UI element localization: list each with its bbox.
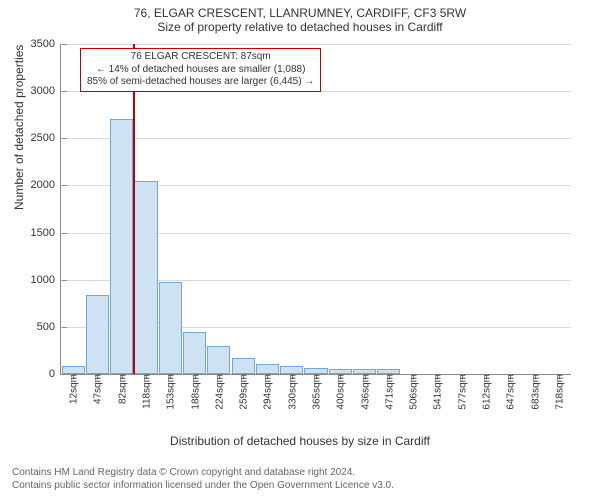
bar <box>183 332 206 374</box>
y-tick: 0 <box>49 368 61 380</box>
y-tick: 1000 <box>31 274 61 286</box>
bar <box>232 358 255 374</box>
bar <box>110 119 133 374</box>
bar <box>280 366 303 374</box>
x-tick: 471sqm <box>382 374 395 410</box>
bar <box>86 295 109 374</box>
x-tick: 47sqm <box>91 374 104 404</box>
x-tick: 683sqm <box>528 374 541 410</box>
x-tick: 259sqm <box>237 374 250 410</box>
bar <box>159 282 182 374</box>
y-tick: 2500 <box>31 132 61 144</box>
x-tick: 718sqm <box>552 374 565 410</box>
x-tick: 506sqm <box>407 374 420 410</box>
annotation-box: 76 ELGAR CRESCENT: 87sqm ← 14% of detach… <box>80 48 321 92</box>
x-tick: 541sqm <box>431 374 444 410</box>
x-tick: 330sqm <box>285 374 298 410</box>
x-tick: 188sqm <box>188 374 201 410</box>
bar <box>134 181 157 374</box>
bar <box>256 364 279 374</box>
annot-line2: ← 14% of detached houses are smaller (1,… <box>87 64 314 77</box>
footer: Contains HM Land Registry data © Crown c… <box>12 466 394 492</box>
x-tick: 365sqm <box>310 374 323 410</box>
annot-line3: 85% of semi-detached houses are larger (… <box>87 76 314 89</box>
x-tick: 12sqm <box>67 374 80 404</box>
reference-line <box>133 44 135 374</box>
bars <box>61 44 571 374</box>
x-tick: 436sqm <box>358 374 371 410</box>
x-tick: 118sqm <box>140 374 153 409</box>
x-axis-label: Distribution of detached houses by size … <box>0 434 600 448</box>
y-tick: 3000 <box>31 85 61 97</box>
x-tick: 82sqm <box>115 374 128 404</box>
x-tick: 153sqm <box>164 374 177 410</box>
footer-line1: Contains HM Land Registry data © Crown c… <box>12 466 394 479</box>
x-tick: 400sqm <box>334 374 347 410</box>
bar <box>62 366 85 374</box>
x-tick: 224sqm <box>212 374 225 410</box>
annot-line1: 76 ELGAR CRESCENT: 87sqm <box>87 51 314 64</box>
x-tick: 612sqm <box>480 374 493 410</box>
footer-line2: Contains public sector information licen… <box>12 479 394 492</box>
title-address: 76, ELGAR CRESCENT, LLANRUMNEY, CARDIFF,… <box>0 0 600 20</box>
y-tick: 1500 <box>31 227 61 239</box>
y-axis-label: Number of detached properties <box>12 45 26 210</box>
plot-frame: 12sqm47sqm82sqm118sqm153sqm188sqm224sqm2… <box>60 44 571 375</box>
y-tick: 3500 <box>31 38 61 50</box>
x-tick: 294sqm <box>261 374 274 410</box>
chart-card: 76, ELGAR CRESCENT, LLANRUMNEY, CARDIFF,… <box>0 0 600 500</box>
bar <box>207 346 230 374</box>
x-tick: 577sqm <box>455 374 468 410</box>
y-tick: 500 <box>37 321 61 333</box>
plot-area: 12sqm47sqm82sqm118sqm153sqm188sqm224sqm2… <box>60 44 570 374</box>
y-tick: 2000 <box>31 179 61 191</box>
x-tick: 647sqm <box>504 374 517 410</box>
title-subtitle: Size of property relative to detached ho… <box>0 20 600 34</box>
